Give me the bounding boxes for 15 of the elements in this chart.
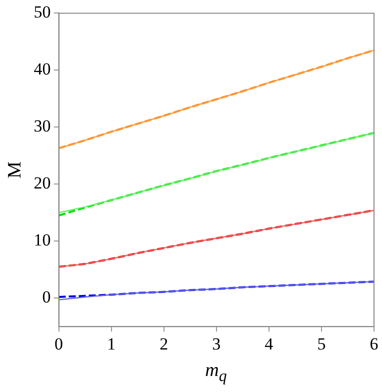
y-axis-title: M [4, 161, 26, 178]
x-tick-label: 3 [212, 334, 221, 354]
x-tick-label: 1 [107, 334, 116, 354]
x-axis-title: m$_{q}$ [204, 359, 228, 387]
y-tick-label: 10 [34, 230, 51, 250]
y-tick-label: 30 [34, 116, 51, 136]
y-tick-label: 40 [34, 60, 51, 79]
y-tick-label: 0 [42, 288, 51, 307]
x-tick-label: 5 [317, 334, 326, 354]
y-tick-label: 20 [34, 174, 51, 193]
x-tick-label: 0 [54, 334, 64, 354]
x-tick-label: 4 [264, 334, 274, 354]
x-tick-label: 2 [160, 334, 168, 354]
x-tick-label: 6 [370, 334, 378, 354]
y-tick-label: 50 [34, 2, 51, 22]
